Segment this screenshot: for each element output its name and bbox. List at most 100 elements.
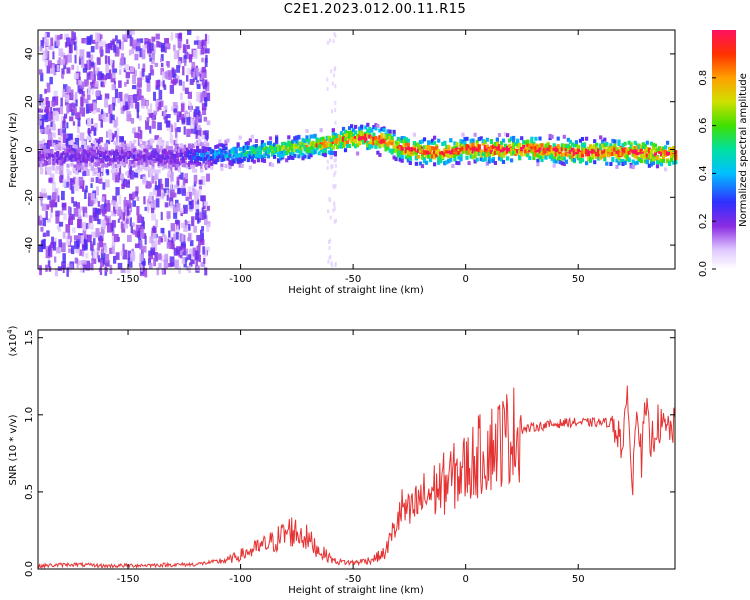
heatmap-cell	[378, 137, 382, 142]
heatmap-cell	[556, 152, 560, 157]
heatmap-cell	[158, 102, 162, 111]
heatmap-cell	[364, 125, 368, 130]
heatmap-cell	[50, 149, 54, 154]
heatmap-cell	[457, 161, 461, 166]
heatmap-cell	[202, 82, 208, 88]
heatmap-cell	[240, 153, 244, 158]
heatmap-cell	[611, 158, 615, 163]
heatmap-cell	[139, 156, 143, 161]
heatmap-cell	[402, 136, 406, 141]
heatmap-cell	[192, 68, 196, 79]
heatmap-cell	[192, 76, 195, 83]
heatmap-cell	[119, 101, 123, 110]
heatmap-cell	[512, 151, 516, 156]
heatmap-cell	[374, 139, 378, 144]
heatmap-cell	[404, 155, 408, 160]
heatmap-cell	[176, 225, 179, 234]
heatmap-cell	[186, 39, 189, 44]
heatmap-cell	[153, 158, 157, 163]
heatmap-cell	[186, 128, 191, 137]
heatmap-cell	[78, 158, 82, 168]
heatmap-cell	[323, 152, 327, 157]
heatmap-cell	[179, 143, 183, 148]
heatmap-cell	[71, 245, 75, 255]
heatmap-cell	[497, 156, 502, 161]
heatmap-cell	[88, 54, 94, 61]
heatmap-cell	[180, 208, 184, 214]
heatmap-cell	[595, 147, 599, 152]
heatmap-cell	[615, 153, 619, 158]
heatmap-cell	[418, 140, 422, 145]
heatmap-cell	[60, 115, 65, 123]
heatmap-cell	[317, 139, 321, 144]
heatmap-cell	[597, 156, 601, 161]
heatmap-cell	[568, 139, 572, 144]
heatmap-cell	[287, 140, 291, 145]
heatmap-cell	[370, 144, 374, 149]
heatmap-cell	[285, 158, 289, 163]
heatmap-cell	[183, 261, 187, 268]
heatmap-cell	[390, 150, 394, 155]
heatmap-cell	[98, 146, 102, 151]
heatmap-cell	[58, 156, 62, 161]
heatmap-cell	[605, 142, 609, 147]
snr-scale-note: (x104)	[6, 325, 19, 356]
heatmap-cell	[473, 151, 477, 156]
heatmap-cell	[137, 136, 140, 146]
heatmap-cell	[81, 107, 85, 117]
heatmap-cell	[105, 203, 111, 212]
heatmap-cell	[465, 136, 469, 141]
heatmap-cell	[70, 157, 74, 162]
heatmap-cell	[194, 200, 198, 205]
heatmap-cell	[137, 160, 141, 165]
heatmap-cell	[176, 176, 180, 186]
heatmap-cell	[485, 144, 489, 149]
heatmap-cell	[327, 209, 329, 214]
heatmap-cell	[605, 152, 609, 157]
heatmap-cell	[386, 145, 390, 150]
heatmap-cell	[129, 151, 133, 155]
heatmap-cell	[149, 192, 153, 202]
heatmap-cell	[169, 122, 172, 130]
heatmap-cell	[161, 42, 166, 53]
heatmap-cell	[106, 131, 109, 138]
heatmap-cell	[670, 157, 674, 162]
heatmap-cell	[443, 151, 447, 156]
heatmap-cell	[165, 145, 169, 150]
heatmap-cell	[50, 107, 53, 114]
heatmap-cell	[66, 103, 70, 114]
heatmap-cell	[100, 81, 103, 87]
heatmap-cell	[279, 150, 283, 155]
heatmap-cell	[611, 145, 615, 150]
heatmap-cell	[140, 264, 143, 272]
heatmap-cell	[194, 168, 198, 173]
heatmap-cell	[400, 139, 404, 144]
heatmap-cell	[201, 232, 204, 240]
heatmap-cell	[477, 144, 481, 149]
heatmap-cell	[497, 144, 502, 149]
heatmap-cell	[483, 139, 487, 144]
heatmap-cell	[534, 150, 538, 155]
heatmap-cell	[186, 117, 191, 126]
heatmap-cell	[130, 253, 135, 262]
heatmap-cell	[315, 137, 319, 142]
heatmap-cell	[416, 142, 420, 147]
heatmap-cell	[92, 162, 96, 167]
heatmap-cell	[100, 229, 104, 240]
heatmap-cell	[244, 146, 248, 151]
heatmap-cell	[335, 137, 339, 142]
heatmap-cell	[358, 140, 362, 145]
heatmap-cell	[127, 152, 131, 157]
heatmap-cell	[637, 150, 641, 155]
heatmap-cell	[376, 150, 380, 155]
heatmap-cell	[562, 152, 566, 157]
heatmap-cell	[38, 108, 44, 113]
heatmap-cell	[49, 248, 53, 258]
heatmap-cell	[627, 147, 631, 151]
heatmap-cell	[46, 148, 50, 153]
heatmap-cell	[224, 139, 228, 144]
heatmap-cell	[147, 108, 152, 115]
heatmap-cell	[62, 157, 66, 162]
heatmap-cell	[203, 69, 207, 78]
y-tick-label: 0.5	[24, 484, 35, 500]
